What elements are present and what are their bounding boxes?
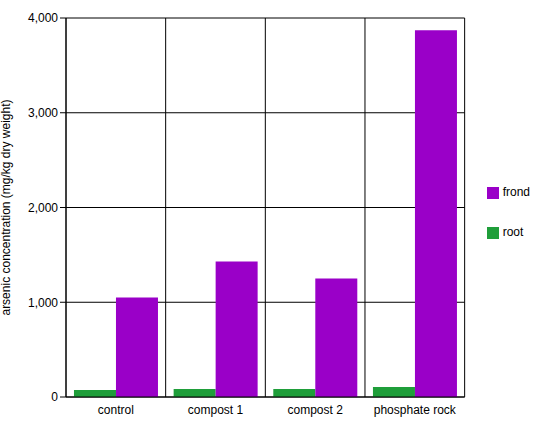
svg-text:control: control: [98, 403, 134, 417]
svg-text:1,000: 1,000: [28, 296, 58, 310]
svg-text:3,000: 3,000: [28, 106, 58, 120]
svg-text:4,000: 4,000: [28, 11, 58, 25]
svg-text:0: 0: [51, 390, 58, 404]
svg-text:phosphate rock: phosphate rock: [374, 403, 457, 417]
svg-text:compost 1: compost 1: [188, 403, 244, 417]
svg-text:arsenic concentration (mg/kg d: arsenic concentration (mg/kg dry weight): [0, 99, 13, 315]
svg-text:2,000: 2,000: [28, 201, 58, 215]
svg-text:compost 2: compost 2: [287, 403, 343, 417]
html-text:root: root: [502, 225, 524, 239]
html-text:frond: frond: [502, 185, 530, 199]
